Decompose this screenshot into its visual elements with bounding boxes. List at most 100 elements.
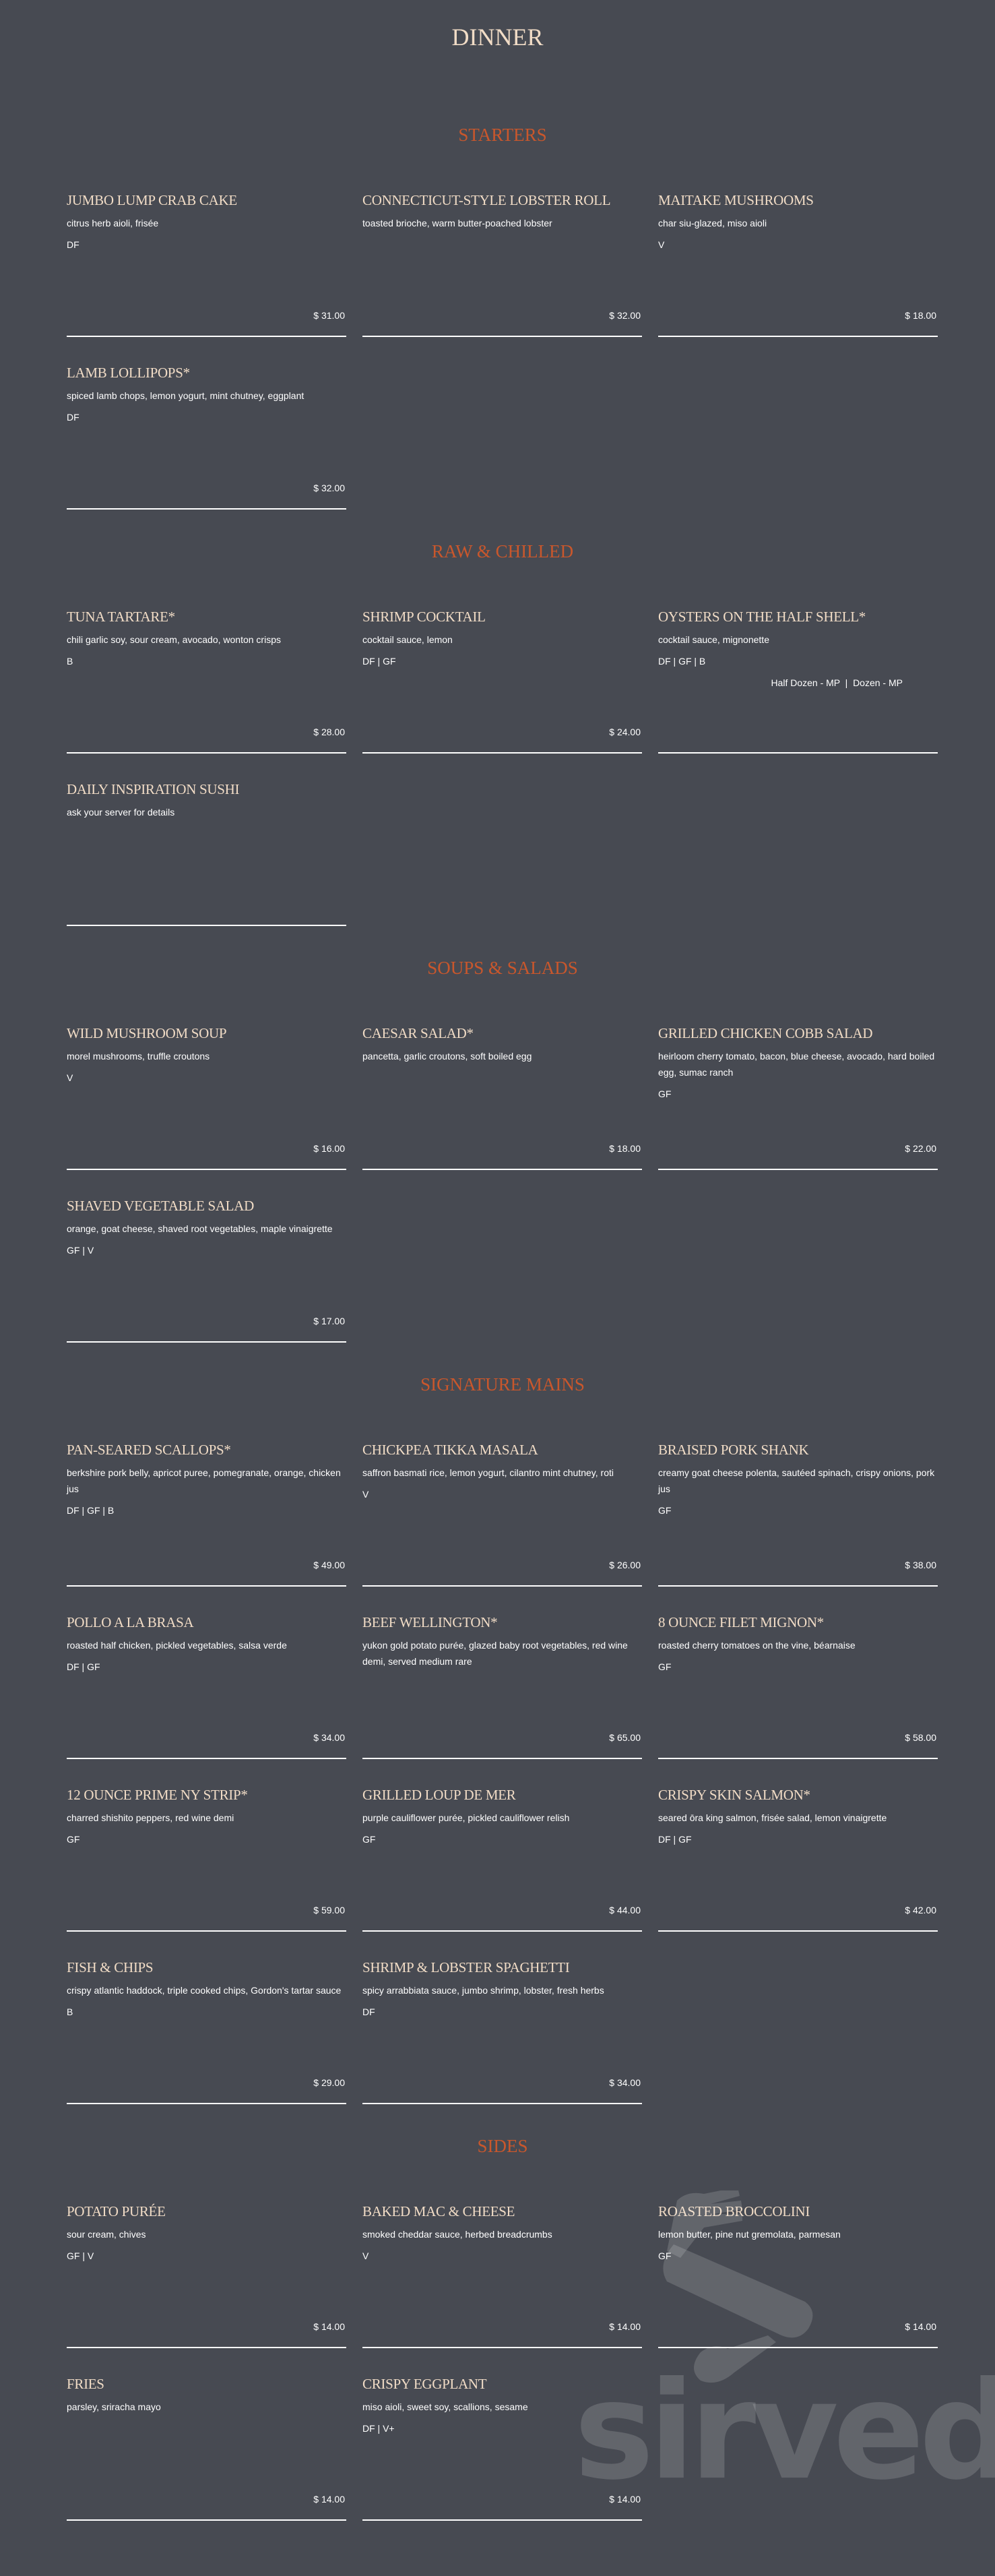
menu-item: CRISPY SKIN SALMON* seared ōra king salm… <box>658 1787 938 1932</box>
item-description: charred shishito peppers, red wine demi <box>67 1812 234 1823</box>
item-price: $ 59.00 <box>313 1905 345 1915</box>
item-name: CRISPY SKIN SALMON* <box>658 1787 810 1803</box>
item-description: purple cauliflower purée, pickled caulif… <box>362 1812 570 1823</box>
menu-item: BAKED MAC & CHEESE smoked cheddar sauce,… <box>362 2203 642 2348</box>
item-dietary-tags: GF <box>658 1661 672 1672</box>
item-name: POLLO A LA BRASA <box>67 1614 194 1630</box>
menu-item: SHRIMP COCKTAIL cocktail sauce, lemon DF… <box>362 609 642 754</box>
item-price: $ 16.00 <box>313 1143 345 1154</box>
item-dietary-tags: DF <box>362 2006 375 2017</box>
item-price: $ 28.00 <box>313 727 345 737</box>
item-dietary-tags: GF | V <box>67 1245 94 1256</box>
item-price: $ 58.00 <box>905 1732 936 1743</box>
menu-item: CRISPY EGGPLANT miso aioli, sweet soy, s… <box>362 2376 642 2521</box>
menu-item: POTATO PURÉE sour cream, chives GF | V $… <box>67 2203 346 2348</box>
item-description: ask your server for details <box>67 807 175 818</box>
menu-item: OYSTERS ON THE HALF SHELL* cocktail sauc… <box>658 609 938 754</box>
menu-item: BEEF WELLINGTON* yukon gold potato purée… <box>362 1614 642 1759</box>
item-description: parsley, sriracha mayo <box>67 2401 161 2412</box>
item-dietary-tags: B <box>67 2006 73 2017</box>
item-name: CHICKPEA TIKKA MASALA <box>362 1442 538 1458</box>
item-price: $ 14.00 <box>609 2494 641 2505</box>
menu-item: SHAVED VEGETABLE SALAD orange, goat chee… <box>67 1198 346 1343</box>
item-name: 12 OUNCE PRIME NY STRIP* <box>67 1787 248 1803</box>
item-grid: JUMBO LUMP CRAB CAKE citrus herb aioli, … <box>67 192 938 510</box>
item-price: $ 14.00 <box>313 2321 345 2332</box>
item-dietary-tags: DF | GF <box>362 656 396 667</box>
item-description: berkshire pork belly, apricot puree, pom… <box>67 1467 341 1494</box>
item-description: crispy atlantic haddock, triple cooked c… <box>67 1985 342 1996</box>
item-name: POTATO PURÉE <box>67 2203 166 2219</box>
item-price: $ 34.00 <box>313 1732 345 1743</box>
menu-item: 12 OUNCE PRIME NY STRIP* charred shishit… <box>67 1787 346 1932</box>
item-price: $ 65.00 <box>609 1732 641 1743</box>
item-name: SHAVED VEGETABLE SALAD <box>67 1198 254 1214</box>
item-grid: WILD MUSHROOM SOUP morel mushrooms, truf… <box>67 1025 938 1343</box>
item-description: morel mushrooms, truffle croutons <box>67 1051 210 1062</box>
item-name: PAN-SEARED SCALLOPS* <box>67 1442 231 1458</box>
item-price: $ 22.00 <box>905 1143 936 1154</box>
item-price: $ 31.00 <box>313 310 345 321</box>
item-price: $ 44.00 <box>609 1905 641 1915</box>
item-name: TUNA TARTARE* <box>67 609 175 625</box>
menu-section: STARTERS JUMBO LUMP CRAB CAKE citrus her… <box>67 125 938 510</box>
item-price: $ 42.00 <box>905 1905 936 1915</box>
item-name: LAMB LOLLIPOPS* <box>67 365 190 381</box>
item-grid: PAN-SEARED SCALLOPS* berkshire pork bell… <box>67 1442 938 2104</box>
item-dietary-tags: GF <box>658 1505 672 1516</box>
menu-item: LAMB LOLLIPOPS* spiced lamb chops, lemon… <box>67 365 346 510</box>
item-name: 8 OUNCE FILET MIGNON* <box>658 1614 824 1630</box>
item-description: roasted half chicken, pickled vegetables… <box>67 1640 287 1651</box>
item-name: FISH & CHIPS <box>67 1959 154 1975</box>
section-title: STARTERS <box>458 125 547 145</box>
item-description: cocktail sauce, mignonette <box>658 634 769 645</box>
menu-section: SIDES POTATO PURÉE sour cream, chives GF… <box>67 2136 938 2521</box>
item-dietary-tags: DF <box>67 239 79 250</box>
item-name: SHRIMP COCKTAIL <box>362 609 486 625</box>
item-name: CRISPY EGGPLANT <box>362 2376 487 2392</box>
item-dietary-tags: V <box>362 1489 369 1500</box>
item-dietary-tags: GF | V <box>67 2250 94 2261</box>
item-price: $ 26.00 <box>609 1560 641 1570</box>
menu-item: CONNECTICUT-STYLE LOBSTER ROLL toasted b… <box>362 192 642 337</box>
section-title: SIDES <box>477 2136 528 2156</box>
item-price: $ 38.00 <box>905 1560 936 1570</box>
menu-item: 8 OUNCE FILET MIGNON* roasted cherry tom… <box>658 1614 938 1759</box>
menu-item: PAN-SEARED SCALLOPS* berkshire pork bell… <box>67 1442 346 1587</box>
item-dietary-tags: GF <box>362 1834 376 1845</box>
item-description: lemon butter, pine nut gremolata, parmes… <box>658 2229 841 2240</box>
item-dietary-tags: GF <box>658 1088 672 1099</box>
item-price: $ 29.00 <box>313 2077 345 2088</box>
item-price: $ 17.00 <box>313 1316 345 1326</box>
item-name: BRAISED PORK SHANK <box>658 1442 809 1458</box>
menu-item: BRAISED PORK SHANK creamy goat cheese po… <box>658 1442 938 1587</box>
menu-item: CAESAR SALAD* pancetta, garlic croutons,… <box>362 1025 642 1170</box>
item-description: miso aioli, sweet soy, scallions, sesame <box>362 2401 528 2412</box>
menu: STARTERS JUMBO LUMP CRAB CAKE citrus her… <box>67 49 938 2521</box>
item-price: $ 14.00 <box>905 2321 936 2332</box>
section-title: SIGNATURE MAINS <box>420 1374 585 1394</box>
menu-item: CHICKPEA TIKKA MASALA saffron basmati ri… <box>362 1442 642 1587</box>
menu-item: DAILY INSPIRATION SUSHI ask your server … <box>67 781 346 926</box>
menu-item: FRIES parsley, sriracha mayo $ 14.00 <box>67 2376 346 2521</box>
item-description: toasted brioche, warm butter-poached lob… <box>362 218 552 228</box>
item-size-pricing: Half Dozen - MP | Dozen - MP <box>771 677 903 688</box>
item-description: sour cream, chives <box>67 2229 146 2240</box>
menu-section: SOUPS & SALADS WILD MUSHROOM SOUP morel … <box>67 958 938 1343</box>
menu-item: ROASTED BROCCOLINI lemon butter, pine nu… <box>658 2203 938 2348</box>
item-price: $ 14.00 <box>609 2321 641 2332</box>
menu-item: WILD MUSHROOM SOUP morel mushrooms, truf… <box>67 1025 346 1170</box>
item-description: pancetta, garlic croutons, soft boiled e… <box>362 1051 532 1062</box>
item-name: BAKED MAC & CHEESE <box>362 2203 515 2219</box>
item-description: spiced lamb chops, lemon yogurt, mint ch… <box>67 390 304 401</box>
item-description: spicy arrabbiata sauce, jumbo shrimp, lo… <box>362 1985 604 1996</box>
menu-item: POLLO A LA BRASA roasted half chicken, p… <box>67 1614 346 1759</box>
menu-item: GRILLED LOUP DE MER purple cauliflower p… <box>362 1787 642 1932</box>
item-grid: TUNA TARTARE* chili garlic soy, sour cre… <box>67 609 938 926</box>
menu-item: MAITAKE MUSHROOMS char siu-glazed, miso … <box>658 192 938 337</box>
item-dietary-tags: GF <box>658 2250 672 2261</box>
item-price: $ 34.00 <box>609 2077 641 2088</box>
menu-section: RAW & CHILLED TUNA TARTARE* chili garlic… <box>67 541 938 926</box>
item-dietary-tags: DF | GF <box>658 1834 692 1845</box>
menu-item: SHRIMP & LOBSTER SPAGHETTI spicy arrabbi… <box>362 1959 642 2104</box>
